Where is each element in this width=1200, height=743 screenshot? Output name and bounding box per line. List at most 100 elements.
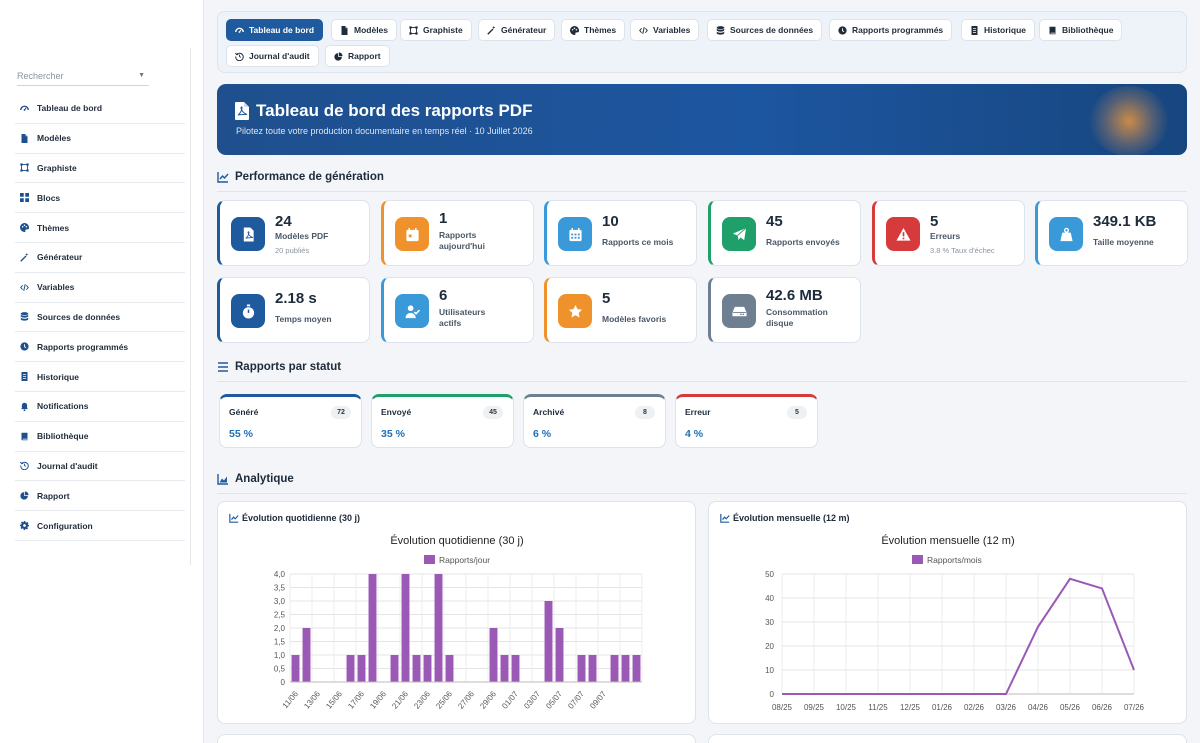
y-tick-label: 0,5 <box>274 665 286 674</box>
status-card[interactable]: Généré 72 55 % <box>219 394 362 448</box>
status-name: Généré <box>229 407 259 417</box>
x-tick-label: 07/07 <box>566 689 586 711</box>
section-performance: Performance de génération <box>217 171 384 183</box>
status-percent: 6 % <box>533 428 552 440</box>
sidebar-item-5[interactable]: Générateur <box>15 243 185 273</box>
tab-label: Rapport <box>348 51 381 61</box>
kpi-card: 10 Rapports ce mois <box>544 200 697 266</box>
bar <box>302 628 311 682</box>
status-percent: 4 % <box>685 428 704 440</box>
kpi-label: Rapports ce mois <box>602 237 674 247</box>
kpi-card: 6 Utilisateurs actifs <box>381 277 534 343</box>
status-percent: 55 % <box>229 428 253 440</box>
status-card[interactable]: Archivé 8 6 % <box>523 394 666 448</box>
tab-1[interactable]: Modèles <box>331 19 398 41</box>
kpi-value: 10 <box>602 213 619 230</box>
sidebar-item-8[interactable]: Rapports programmés <box>15 332 185 363</box>
y-tick-label: 30 <box>765 618 774 627</box>
tab-4[interactable]: Thèmes <box>561 19 626 41</box>
tab-6[interactable]: Sources de données <box>707 19 823 41</box>
y-tick-label: 1,0 <box>274 651 286 660</box>
chart-line-icon <box>720 513 730 523</box>
sidebar-item-label: Bibliothèque <box>37 431 89 442</box>
sidebar-item-label: Configuration <box>37 520 93 531</box>
kpi-label: Modèles favoris <box>602 314 667 324</box>
tab-10[interactable]: Journal d'audit <box>226 45 319 67</box>
section-divider <box>217 191 1187 192</box>
sidebar-divider <box>190 48 191 565</box>
bar <box>544 601 553 682</box>
kpi-card: 24 Modèles PDF 20 publiés <box>217 200 370 266</box>
sidebar-item-label: Générateur <box>37 252 83 263</box>
monthly-chart-panel: Évolution mensuelle (12 m) Évolution men… <box>708 501 1187 724</box>
chart-pie-icon <box>19 490 30 501</box>
bar <box>357 655 366 682</box>
bar <box>555 628 564 682</box>
tab-3[interactable]: Générateur <box>478 19 556 41</box>
y-tick-label: 2,5 <box>274 611 286 620</box>
bar <box>434 574 443 682</box>
bar <box>423 655 432 682</box>
y-tick-label: 3,0 <box>274 597 286 606</box>
tab-label: Thèmes <box>584 25 617 35</box>
tab-0[interactable]: Tableau de bord <box>226 19 324 41</box>
sidebar-item-10[interactable]: Notifications <box>15 392 185 422</box>
bar <box>390 655 399 682</box>
vector-square-icon <box>409 25 418 35</box>
file-list-icon <box>970 25 979 35</box>
bar <box>511 655 520 682</box>
panel-title: Évolution quotidienne (30 j) <box>229 513 360 523</box>
sidebar-item-7[interactable]: Sources de données <box>15 303 185 333</box>
tab-7[interactable]: Rapports programmés <box>829 19 953 41</box>
warning-icon <box>886 217 920 251</box>
kpi-value: 6 <box>439 287 448 304</box>
x-tick-label: 15/06 <box>324 689 344 711</box>
sidebar-item-1[interactable]: Modèles <box>15 124 185 154</box>
y-tick-label: 4,0 <box>274 570 286 579</box>
sidebar-item-9[interactable]: Historique <box>15 362 185 392</box>
weight-icon <box>1049 217 1083 251</box>
kpi-value: 5 <box>930 213 939 230</box>
status-card[interactable]: Erreur 5 4 % <box>675 394 818 448</box>
kpi-label: Temps moyen <box>275 314 332 324</box>
search-box[interactable]: ▼ <box>17 66 149 86</box>
tab-8[interactable]: Historique <box>961 19 1036 41</box>
sidebar-item-11[interactable]: Bibliothèque <box>15 422 185 452</box>
sidebar-item-4[interactable]: Thèmes <box>15 213 185 243</box>
x-tick-label: 12/25 <box>900 703 921 712</box>
tab-bar: Tableau de bord Modèles Graphiste Générateu… <box>217 11 1187 73</box>
tab-11[interactable]: Rapport <box>325 45 390 67</box>
sidebar-item-13[interactable]: Rapport <box>15 481 185 512</box>
panel-title-text: Évolution mensuelle (12 m) <box>733 513 850 523</box>
search-input[interactable] <box>17 67 133 85</box>
kpi-card: 45 Rapports envoyés <box>708 200 861 266</box>
file-pdf-icon <box>19 133 30 144</box>
x-tick-label: 07/26 <box>1124 703 1145 712</box>
status-count-badge: 72 <box>331 406 351 419</box>
bar <box>577 655 586 682</box>
sidebar-item-0[interactable]: Tableau de bord <box>15 94 185 124</box>
sidebar-item-14[interactable]: Configuration <box>15 511 185 541</box>
x-tick-label: 13/06 <box>302 689 322 711</box>
kpi-subtext: 3.8 % Taux d'échec <box>930 246 995 255</box>
tab-9[interactable]: Bibliothèque <box>1039 19 1123 41</box>
sidebar-item-2[interactable]: Graphiste <box>15 154 185 184</box>
kpi-value: 349.1 KB <box>1093 213 1157 230</box>
code-icon <box>639 26 648 35</box>
tab-5[interactable]: Variables <box>630 19 700 41</box>
x-tick-label: 03/07 <box>522 689 542 711</box>
tab-2[interactable]: Graphiste <box>400 19 472 41</box>
x-tick-label: 11/25 <box>868 703 888 712</box>
sidebar-item-12[interactable]: Journal d'audit <box>15 452 185 482</box>
sidebar-item-3[interactable]: Blocs <box>15 183 185 214</box>
status-card[interactable]: Envoyé 45 35 % <box>371 394 514 448</box>
clock-icon <box>838 25 847 35</box>
sidebar-item-6[interactable]: Variables <box>15 273 185 303</box>
kpi-value: 1 <box>439 210 448 227</box>
bar <box>368 574 377 682</box>
page-title: Tableau de bord des rapports PDF <box>256 101 533 120</box>
kpi-card: 2.18 s Temps moyen <box>217 277 370 343</box>
kpi-subtext: 20 publiés <box>275 246 310 255</box>
bar <box>588 655 597 682</box>
caret-down-icon[interactable]: ▼ <box>138 72 145 79</box>
